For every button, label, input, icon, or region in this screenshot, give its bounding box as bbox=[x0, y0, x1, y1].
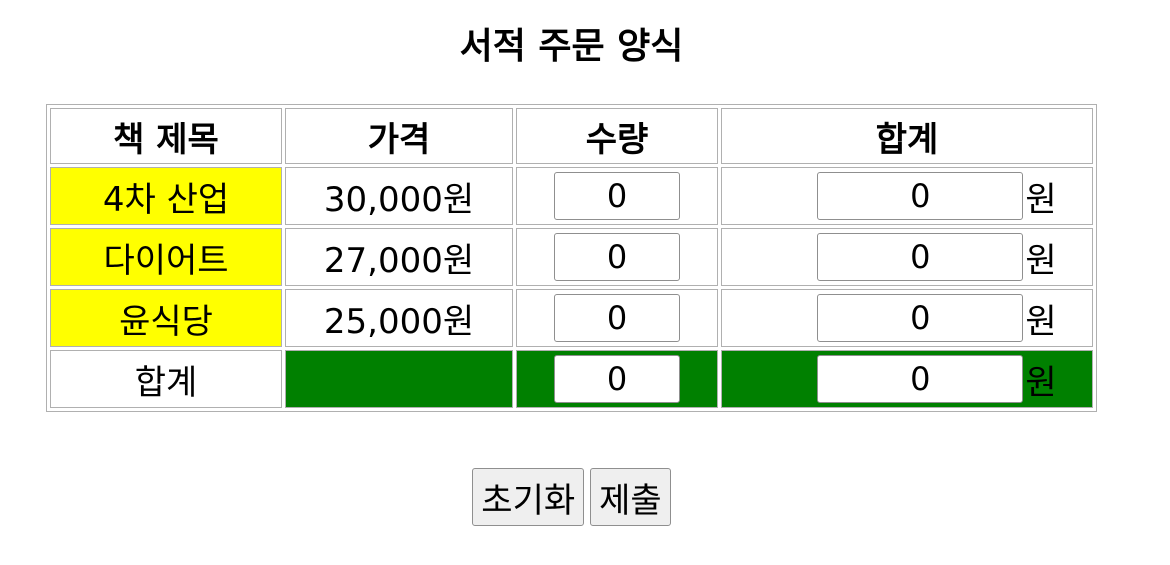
currency-unit: 원 bbox=[1025, 240, 1057, 281]
total-quantity-input[interactable] bbox=[554, 355, 680, 403]
row-sum-input[interactable] bbox=[817, 172, 1024, 220]
price-cell: 27,000원 bbox=[285, 228, 513, 286]
price-cell: 25,000원 bbox=[285, 289, 513, 347]
page-title: 서적 주문 양식 bbox=[459, 26, 684, 67]
table-header-row: 책 제목 가격 수량 합계 bbox=[50, 108, 1093, 164]
currency-unit: 원 bbox=[1025, 301, 1057, 342]
book-title-cell: 다이어트 bbox=[50, 228, 282, 286]
header-book-title: 책 제목 bbox=[50, 108, 282, 164]
quantity-cell bbox=[516, 289, 718, 347]
form-buttons: 초기화 제출 bbox=[0, 468, 1143, 526]
book-title-cell: 4차 산업 bbox=[50, 167, 282, 225]
quantity-cell bbox=[516, 228, 718, 286]
header-price: 가격 bbox=[285, 108, 513, 164]
total-price-cell bbox=[285, 350, 513, 408]
quantity-input[interactable] bbox=[554, 233, 680, 281]
currency-unit: 원 bbox=[1025, 362, 1057, 403]
header-quantity: 수량 bbox=[516, 108, 718, 164]
quantity-input[interactable] bbox=[554, 294, 680, 342]
sum-cell: 원 bbox=[721, 228, 1093, 286]
row-sum-input[interactable] bbox=[817, 233, 1024, 281]
submit-button[interactable]: 제출 bbox=[590, 468, 671, 526]
quantity-cell bbox=[516, 167, 718, 225]
total-label: 합계 bbox=[50, 350, 282, 408]
row-sum-input[interactable] bbox=[817, 294, 1024, 342]
sum-wrap: 원 bbox=[817, 355, 1057, 404]
book-title-cell: 윤식당 bbox=[50, 289, 282, 347]
sum-wrap: 원 bbox=[817, 233, 1057, 282]
quantity-input[interactable] bbox=[554, 172, 680, 220]
sum-cell: 원 bbox=[721, 289, 1093, 347]
table-row: 윤식당 25,000원 원 bbox=[50, 289, 1093, 347]
total-row: 합계 원 bbox=[50, 350, 1093, 408]
table-row: 다이어트 27,000원 원 bbox=[50, 228, 1093, 286]
header-sum: 합계 bbox=[721, 108, 1093, 164]
table-row: 4차 산업 30,000원 원 bbox=[50, 167, 1093, 225]
price-cell: 30,000원 bbox=[285, 167, 513, 225]
total-sum-cell: 원 bbox=[721, 350, 1093, 408]
sum-cell: 원 bbox=[721, 167, 1093, 225]
total-quantity-cell bbox=[516, 350, 718, 408]
reset-button[interactable]: 초기화 bbox=[472, 468, 585, 526]
order-table: 책 제목 가격 수량 합계 4차 산업 30,000원 원 다이어트 27,00… bbox=[46, 104, 1097, 412]
total-sum-input[interactable] bbox=[817, 355, 1024, 403]
sum-wrap: 원 bbox=[817, 172, 1057, 221]
sum-wrap: 원 bbox=[817, 294, 1057, 343]
currency-unit: 원 bbox=[1025, 179, 1057, 220]
